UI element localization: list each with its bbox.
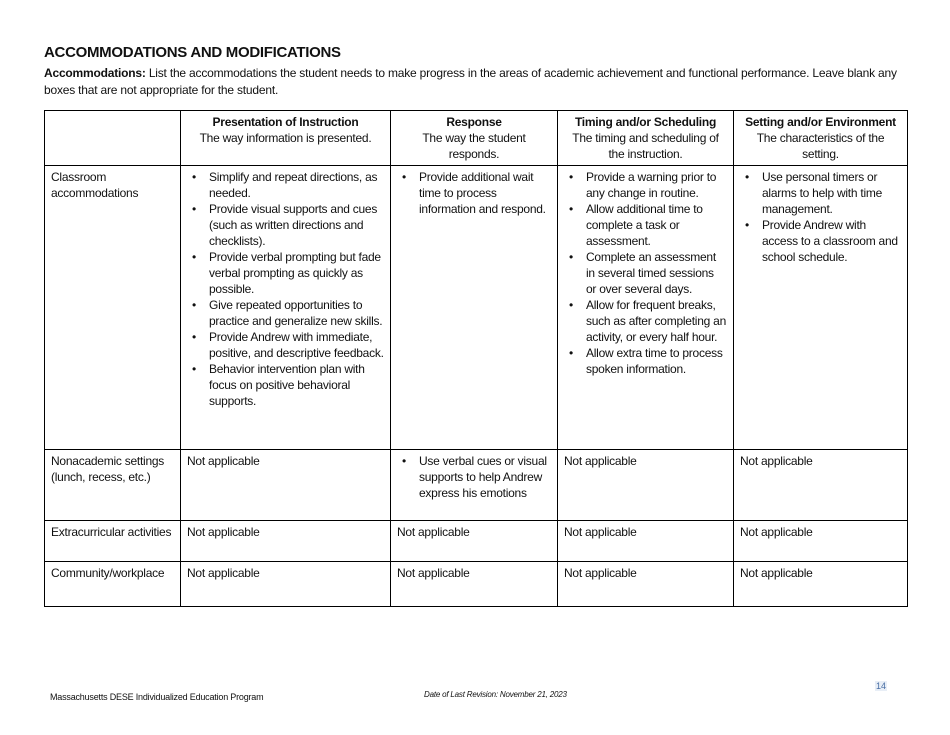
table-cell: Not applicable [557,449,734,521]
footer-program: Massachusetts DESE Individualized Educat… [50,692,264,702]
table-cell: Not applicable [180,520,391,562]
column-heading: Presentation of Instruction [212,115,359,129]
column-header: Setting and/or Environment The characteri… [733,110,908,166]
bullet-list: Provide a warning prior to any change in… [564,169,727,377]
list-item: Use verbal cues or visual supports to he… [402,453,551,501]
bullet-list: Use personal timers or alarms to help wi… [740,169,901,265]
table-cell: Provide additional wait time to process … [390,165,558,450]
bullet-list: Provide additional wait time to process … [397,169,551,217]
list-item: Allow for frequent breaks, such as after… [569,297,727,345]
accommodations-table: Presentation of Instruction The way infor… [44,110,908,607]
table-row: Classroom accommodations Simplify and rep… [44,165,908,450]
table-cell: Not applicable [557,520,734,562]
list-item: Allow extra time to process spoken infor… [569,345,727,377]
list-item: Provide Andrew with access to a classroo… [745,217,901,265]
table-cell: Not applicable [733,449,908,521]
list-item: Provide additional wait time to process … [402,169,551,217]
list-item: Provide a warning prior to any change in… [569,169,727,201]
table-cell: Not applicable [180,561,391,607]
header-empty [44,110,181,166]
list-item: Provide visual supports and cues (such a… [192,201,384,249]
table-cell: Not applicable [180,449,391,521]
list-item: Provide Andrew with immediate, positive,… [192,329,384,361]
list-item: Simplify and repeat directions, as neede… [192,169,384,201]
column-header: Response The way the student responds. [390,110,558,166]
column-header: Timing and/or Scheduling The timing and s… [557,110,734,166]
column-description: The way the student responds. [422,131,526,161]
bullet-list: Use verbal cues or visual supports to he… [397,453,551,501]
table-cell: Use verbal cues or visual supports to he… [390,449,558,521]
table-row: Community/workplace Not applicable Not app… [44,561,908,607]
column-description: The timing and scheduling of the instruc… [572,131,719,161]
list-item: Use personal timers or alarms to help wi… [745,169,901,217]
column-description: The way information is presented. [199,131,372,145]
row-label: Classroom accommodations [44,165,181,450]
list-item: Complete an assessment in several timed … [569,249,727,297]
column-heading: Timing and/or Scheduling [574,115,717,129]
list-item: Allow additional time to complete a task… [569,201,727,249]
bullet-list: Simplify and repeat directions, as neede… [187,169,384,409]
column-heading: Response [446,115,502,129]
intro-label: Accommodations: [44,66,146,80]
table-cell: Not applicable [390,520,558,562]
table-cell: Not applicable [733,561,908,607]
table-row: Extracurricular activities Not applicable… [44,520,908,562]
table-cell: Not applicable [557,561,734,607]
list-item: Behavior intervention plan with focus on… [192,361,384,409]
column-header: Presentation of Instruction The way infor… [180,110,391,166]
intro-paragraph: Accommodations: List the accommodations … [44,65,914,99]
table-cell: Not applicable [733,520,908,562]
page-number: 14 [875,681,888,691]
row-label: Extracurricular activities [44,520,181,562]
list-item: Provide verbal prompting but fade verbal… [192,249,384,297]
column-heading: Setting and/or Environment [745,115,896,129]
header-row: Presentation of Instruction The way infor… [44,110,908,166]
intro-text: List the accommodations the student need… [44,66,897,97]
column-description: The characteristics of the setting. [756,131,885,161]
table-cell: Use personal timers or alarms to help wi… [733,165,908,450]
row-label: Nonacademic settings (lunch, recess, etc… [44,449,181,521]
table-cell: Provide a warning prior to any change in… [557,165,734,450]
section-title: ACCOMMODATIONS AND MODIFICATIONS [44,44,341,61]
table-row: Nonacademic settings (lunch, recess, etc… [44,449,908,521]
footer-revision-date: Date of Last Revision: November 21, 2023 [424,690,567,699]
list-item: Give repeated opportunities to practice … [192,297,384,329]
row-label: Community/workplace [44,561,181,607]
table-cell: Not applicable [390,561,558,607]
table-cell: Simplify and repeat directions, as neede… [180,165,391,450]
